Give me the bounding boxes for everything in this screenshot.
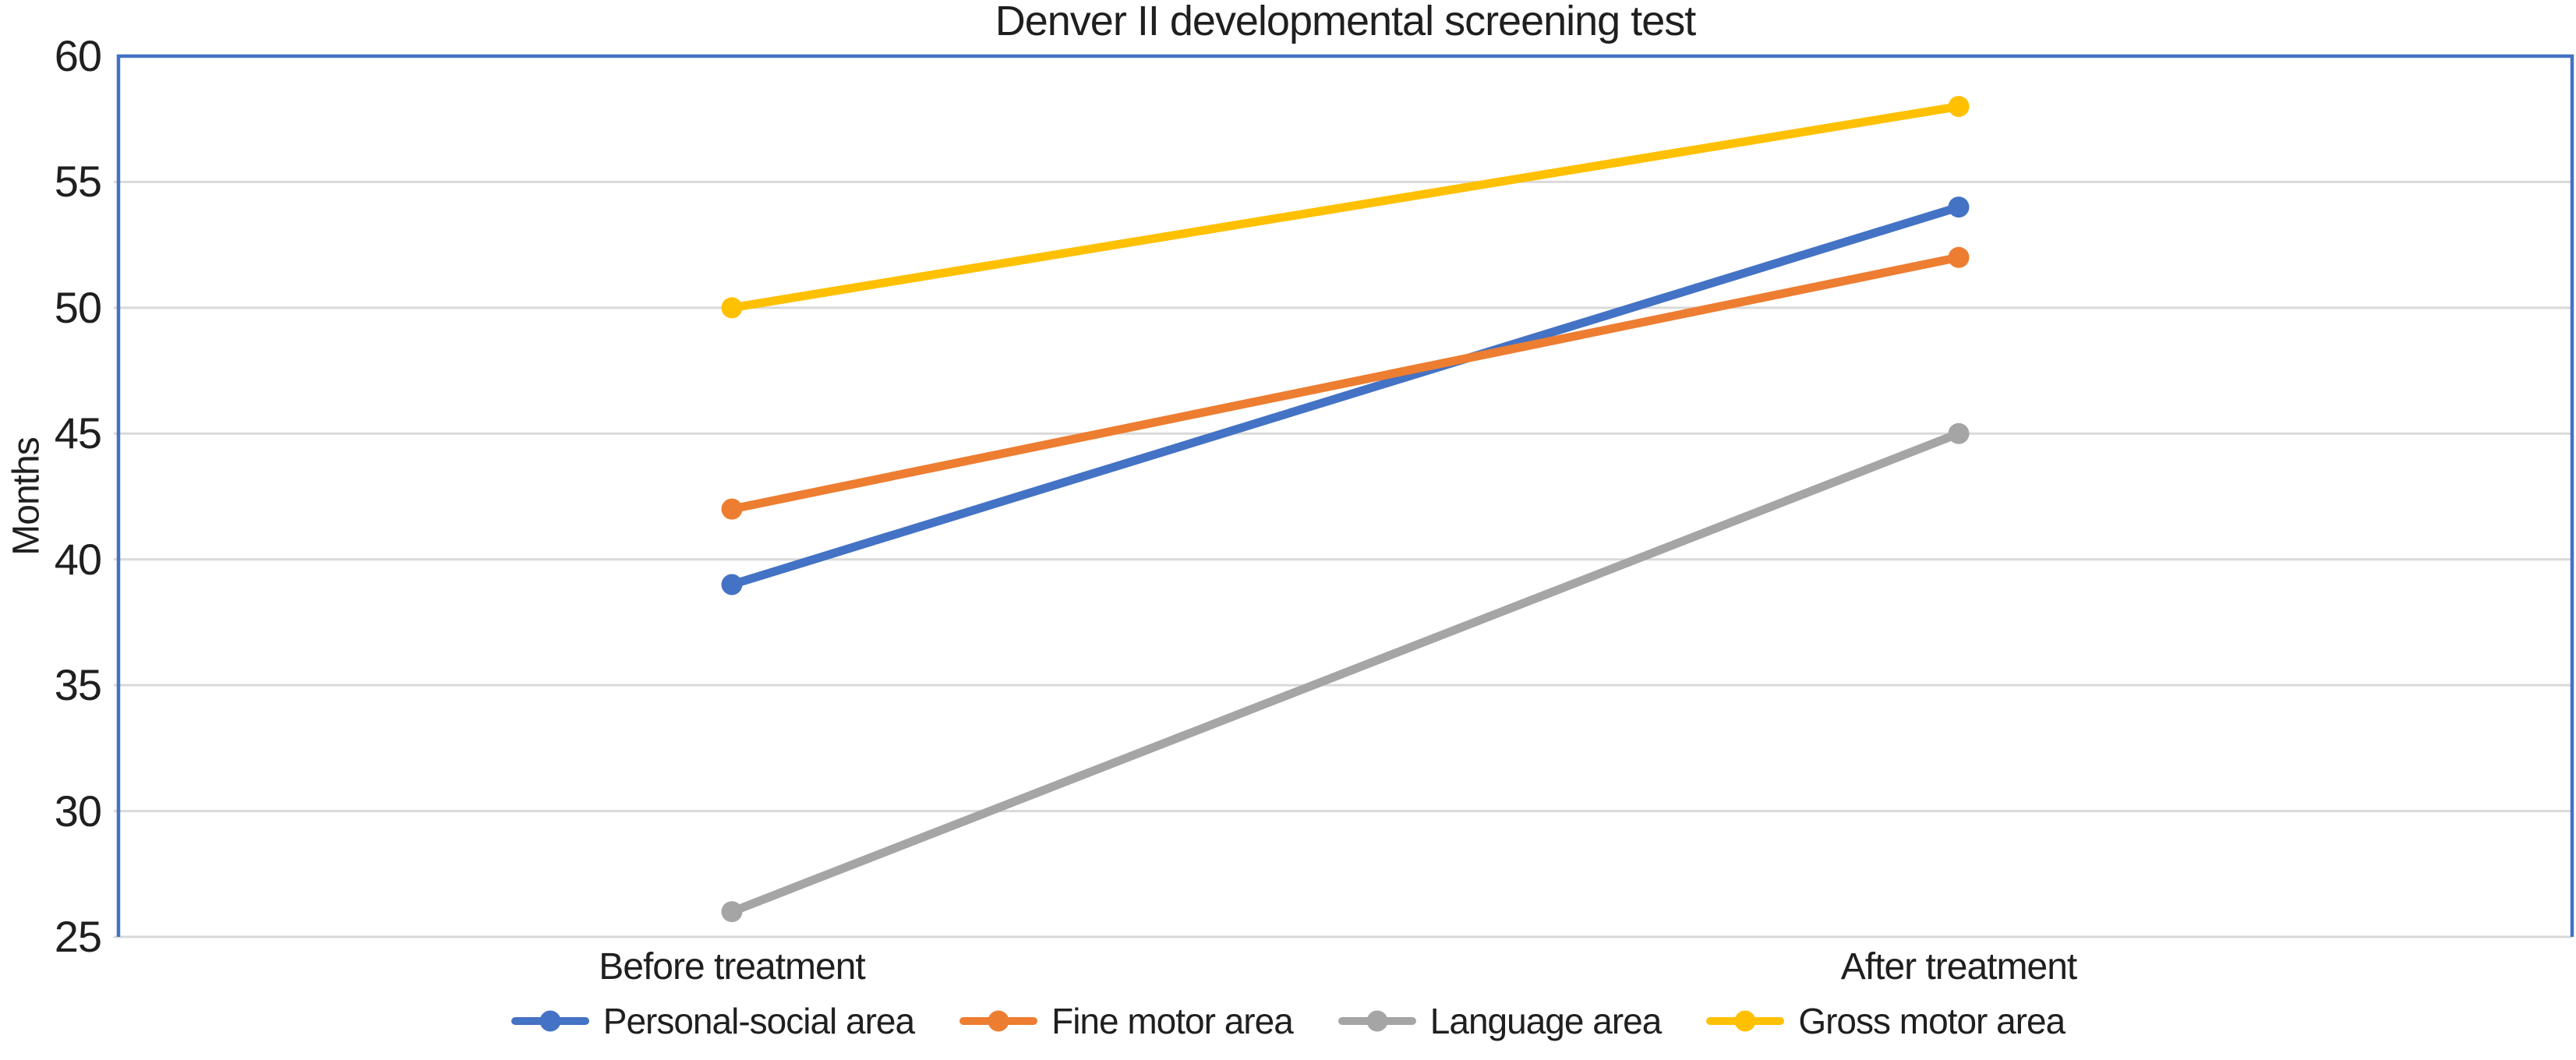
series-line-personal-social-area: [727, 203, 1963, 589]
data-point-gross-motor-area-0: [721, 297, 743, 319]
legend-line-marker-icon: [1706, 1010, 1785, 1032]
y-tick-label: 60: [54, 31, 102, 80]
legend-label: Gross motor area: [1798, 1001, 2065, 1041]
data-point-language-area-1: [1948, 422, 1970, 444]
legend-item-language-area: Language area: [1337, 1000, 1663, 1042]
legend-line-marker-icon: [1337, 1010, 1416, 1032]
data-point-personal-social-area-0: [721, 574, 743, 595]
y-tick-label: 30: [54, 786, 102, 836]
legend-label: Language area: [1429, 1001, 1663, 1041]
y-tick-label: 40: [54, 534, 102, 584]
legend-item-personal-social-area: Personal-social area: [511, 1000, 915, 1042]
data-point-gross-motor-area-1: [1948, 96, 1970, 118]
data-point-personal-social-area-1: [1948, 196, 1970, 218]
legend: Personal-social area Fine motor area Langu…: [0, 1000, 2576, 1042]
plot-border: [116, 54, 2574, 937]
chart-title: Denver II developmental screening test: [995, 0, 1697, 44]
y-tick-label: 35: [54, 660, 102, 710]
legend-item-fine-motor-area: Fine motor area: [959, 1000, 1294, 1042]
data-point-language-area-0: [721, 901, 743, 923]
y-tick-label: 50: [54, 282, 102, 332]
legend-line-marker-icon: [959, 1010, 1038, 1032]
y-tick-label: 45: [54, 408, 102, 458]
y-tick-label: 55: [54, 157, 102, 207]
series-line-gross-motor-area: [727, 102, 1963, 313]
x-category-label: After treatment: [1840, 946, 2077, 988]
legend-label: Personal-social area: [602, 1001, 915, 1041]
legend-line-marker-icon: [511, 1010, 589, 1032]
y-tick-label: 25: [54, 912, 102, 961]
data-point-fine-motor-area-1: [1948, 246, 1970, 268]
data-point-fine-motor-area-0: [721, 498, 743, 520]
x-category-label: Before treatment: [599, 946, 866, 988]
series-line-language-area: [727, 429, 1963, 917]
series-line-fine-motor-area: [727, 253, 1963, 514]
legend-label: Fine motor area: [1051, 1001, 1294, 1041]
legend-item-gross-motor-area: Gross motor area: [1706, 1000, 2065, 1042]
